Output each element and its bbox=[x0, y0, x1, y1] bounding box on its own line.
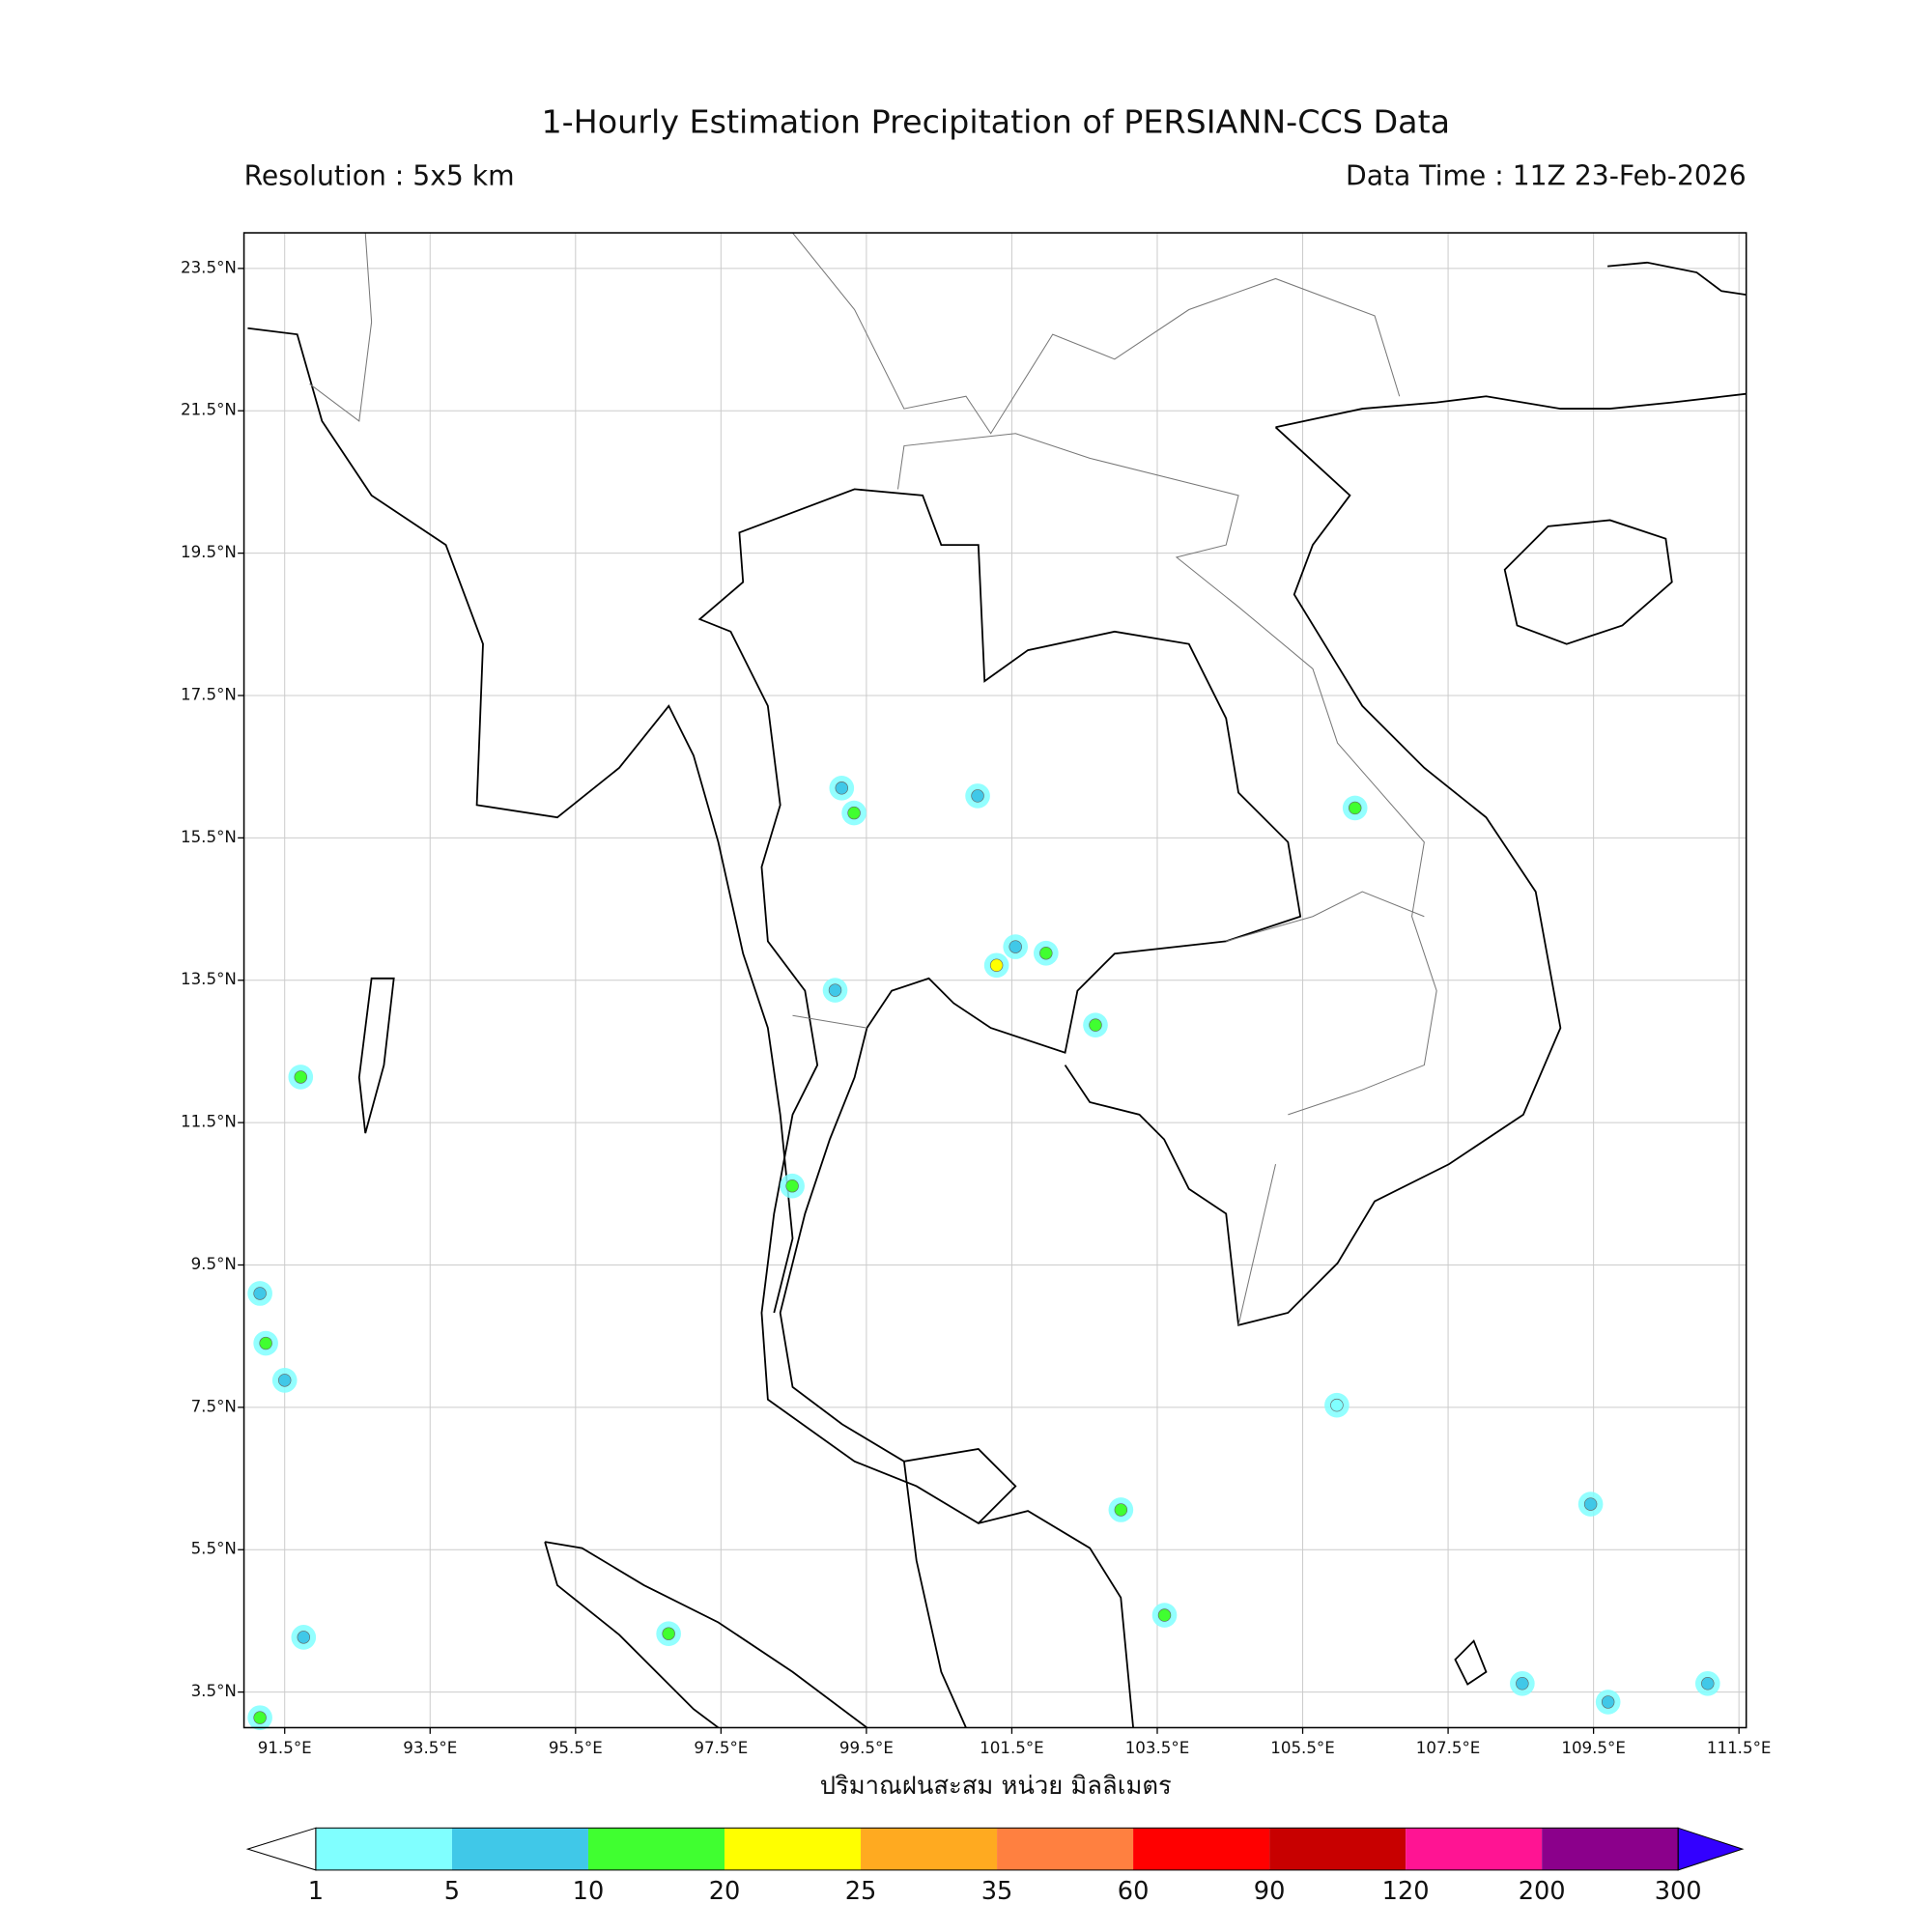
y-tick-label: 19.5°N bbox=[181, 543, 237, 561]
rain-cell bbox=[1348, 801, 1362, 815]
x-tick-label: 95.5°E bbox=[549, 1739, 603, 1757]
colorbar-box bbox=[724, 1828, 862, 1870]
rain-cell bbox=[847, 806, 861, 820]
rain-cell bbox=[277, 1374, 292, 1387]
y-tick-label: 3.5°N bbox=[191, 1682, 237, 1700]
andaman-islands bbox=[357, 977, 395, 1134]
x-tick-label: 101.5°E bbox=[980, 1739, 1044, 1757]
rain-layer bbox=[247, 775, 1720, 1730]
china-coast-north bbox=[1607, 261, 1747, 297]
rain-cell bbox=[259, 1336, 272, 1350]
rain-cell bbox=[1009, 940, 1022, 953]
rain-cell bbox=[1601, 1695, 1615, 1709]
colorbar-label: 120 bbox=[1382, 1877, 1430, 1906]
x-tick-label: 97.5°E bbox=[694, 1739, 748, 1757]
rain-cell bbox=[785, 1179, 799, 1193]
country-border bbox=[309, 232, 1437, 1325]
rain-cell bbox=[1039, 947, 1053, 960]
y-tick-label: 23.5°N bbox=[181, 258, 237, 276]
colorbar-label: 25 bbox=[845, 1877, 877, 1906]
thailand bbox=[697, 488, 1302, 1525]
title: 1-Hourly Estimation Precipitation of PER… bbox=[541, 103, 1450, 141]
y-tick-label: 5.5°N bbox=[191, 1540, 237, 1558]
colorbar-box bbox=[861, 1828, 998, 1870]
map-frame bbox=[242, 232, 1747, 1729]
colorbar-under bbox=[245, 1827, 317, 1871]
colorbar-label: 20 bbox=[709, 1877, 741, 1906]
rain-cell bbox=[1114, 1503, 1128, 1517]
y-tick-label: 9.5°N bbox=[191, 1255, 237, 1273]
y-tick-label: 11.5°N bbox=[181, 1113, 237, 1131]
data-time: Data Time : 11Z 23-Feb-2026 bbox=[1346, 159, 1747, 191]
y-tick-label: 17.5°N bbox=[181, 685, 237, 703]
colorbar-frame bbox=[315, 1827, 1679, 1871]
colorbar-label: 5 bbox=[444, 1877, 460, 1906]
grid bbox=[238, 233, 1747, 1734]
x-tick-label: 111.5°E bbox=[1707, 1739, 1772, 1757]
y-tick-label: 7.5°N bbox=[191, 1397, 237, 1415]
sumatra bbox=[544, 1541, 867, 1729]
colorbar-box bbox=[451, 1828, 588, 1870]
colorbar-over bbox=[1677, 1827, 1745, 1871]
x-tick-label: 105.5°E bbox=[1270, 1739, 1335, 1757]
hainan bbox=[1503, 519, 1673, 645]
colorbar-box bbox=[1133, 1828, 1270, 1870]
rain-cell bbox=[253, 1711, 267, 1724]
myanmar-coast bbox=[247, 327, 794, 1314]
rain-cell bbox=[835, 781, 849, 795]
malay-west bbox=[903, 1461, 967, 1728]
colorbar-label: 90 bbox=[1254, 1877, 1286, 1906]
rain-cell bbox=[1330, 1398, 1344, 1412]
y-tick-label: 21.5°N bbox=[181, 401, 237, 419]
colorbar-box bbox=[1542, 1828, 1679, 1870]
rain-cell bbox=[297, 1631, 311, 1644]
rain-cell bbox=[1701, 1677, 1715, 1690]
colorbar-label: 200 bbox=[1519, 1877, 1566, 1906]
rain-cell bbox=[1583, 1497, 1598, 1511]
x-tick-label: 107.5°E bbox=[1416, 1739, 1481, 1757]
rain-cell bbox=[971, 789, 984, 803]
rain-cell bbox=[1157, 1608, 1172, 1622]
rain-cell bbox=[989, 958, 1004, 972]
resolution: Resolution : 5x5 km bbox=[244, 159, 515, 191]
x-tick-label: 93.5°E bbox=[403, 1739, 457, 1757]
malay-east bbox=[978, 1510, 1134, 1728]
coastlines bbox=[247, 232, 1747, 1729]
colorbar-box bbox=[1269, 1828, 1406, 1870]
colorbar-label: 1 bbox=[308, 1877, 324, 1906]
x-tick-label: 103.5°E bbox=[1125, 1739, 1190, 1757]
x-tick-label: 109.5°E bbox=[1561, 1739, 1626, 1757]
rain-cell bbox=[1516, 1677, 1529, 1690]
colorbar-label: 10 bbox=[573, 1877, 605, 1906]
indochina-coast bbox=[1064, 426, 1562, 1326]
colorbar-box bbox=[997, 1828, 1134, 1870]
rain-cell bbox=[662, 1627, 675, 1640]
x-axis-label: ปริมาณฝนสะสม หน่วย มิลลิเมตร bbox=[820, 1772, 1172, 1801]
borneo-island bbox=[1454, 1639, 1488, 1686]
x-tick-label: 91.5°E bbox=[258, 1739, 312, 1757]
y-tick-label: 15.5°N bbox=[181, 828, 237, 846]
colorbar-box bbox=[587, 1828, 724, 1870]
colorbar-label: 35 bbox=[981, 1877, 1013, 1906]
rain-cell bbox=[253, 1287, 267, 1300]
colorbar-label: 300 bbox=[1655, 1877, 1702, 1906]
colorbar-box bbox=[315, 1828, 452, 1870]
x-tick-label: 99.5°E bbox=[839, 1739, 894, 1757]
colorbar: 1 5 10 20 25 35 60 90 120 200 300 bbox=[245, 1827, 1745, 1906]
colorbar-label: 60 bbox=[1118, 1877, 1150, 1906]
y-tick-label: 13.5°N bbox=[181, 970, 237, 988]
rain-cell bbox=[828, 983, 842, 997]
rain-cell bbox=[294, 1070, 308, 1084]
china-coast bbox=[1275, 392, 1747, 429]
rain-cell bbox=[1089, 1018, 1102, 1032]
colorbar-box bbox=[1406, 1828, 1543, 1870]
